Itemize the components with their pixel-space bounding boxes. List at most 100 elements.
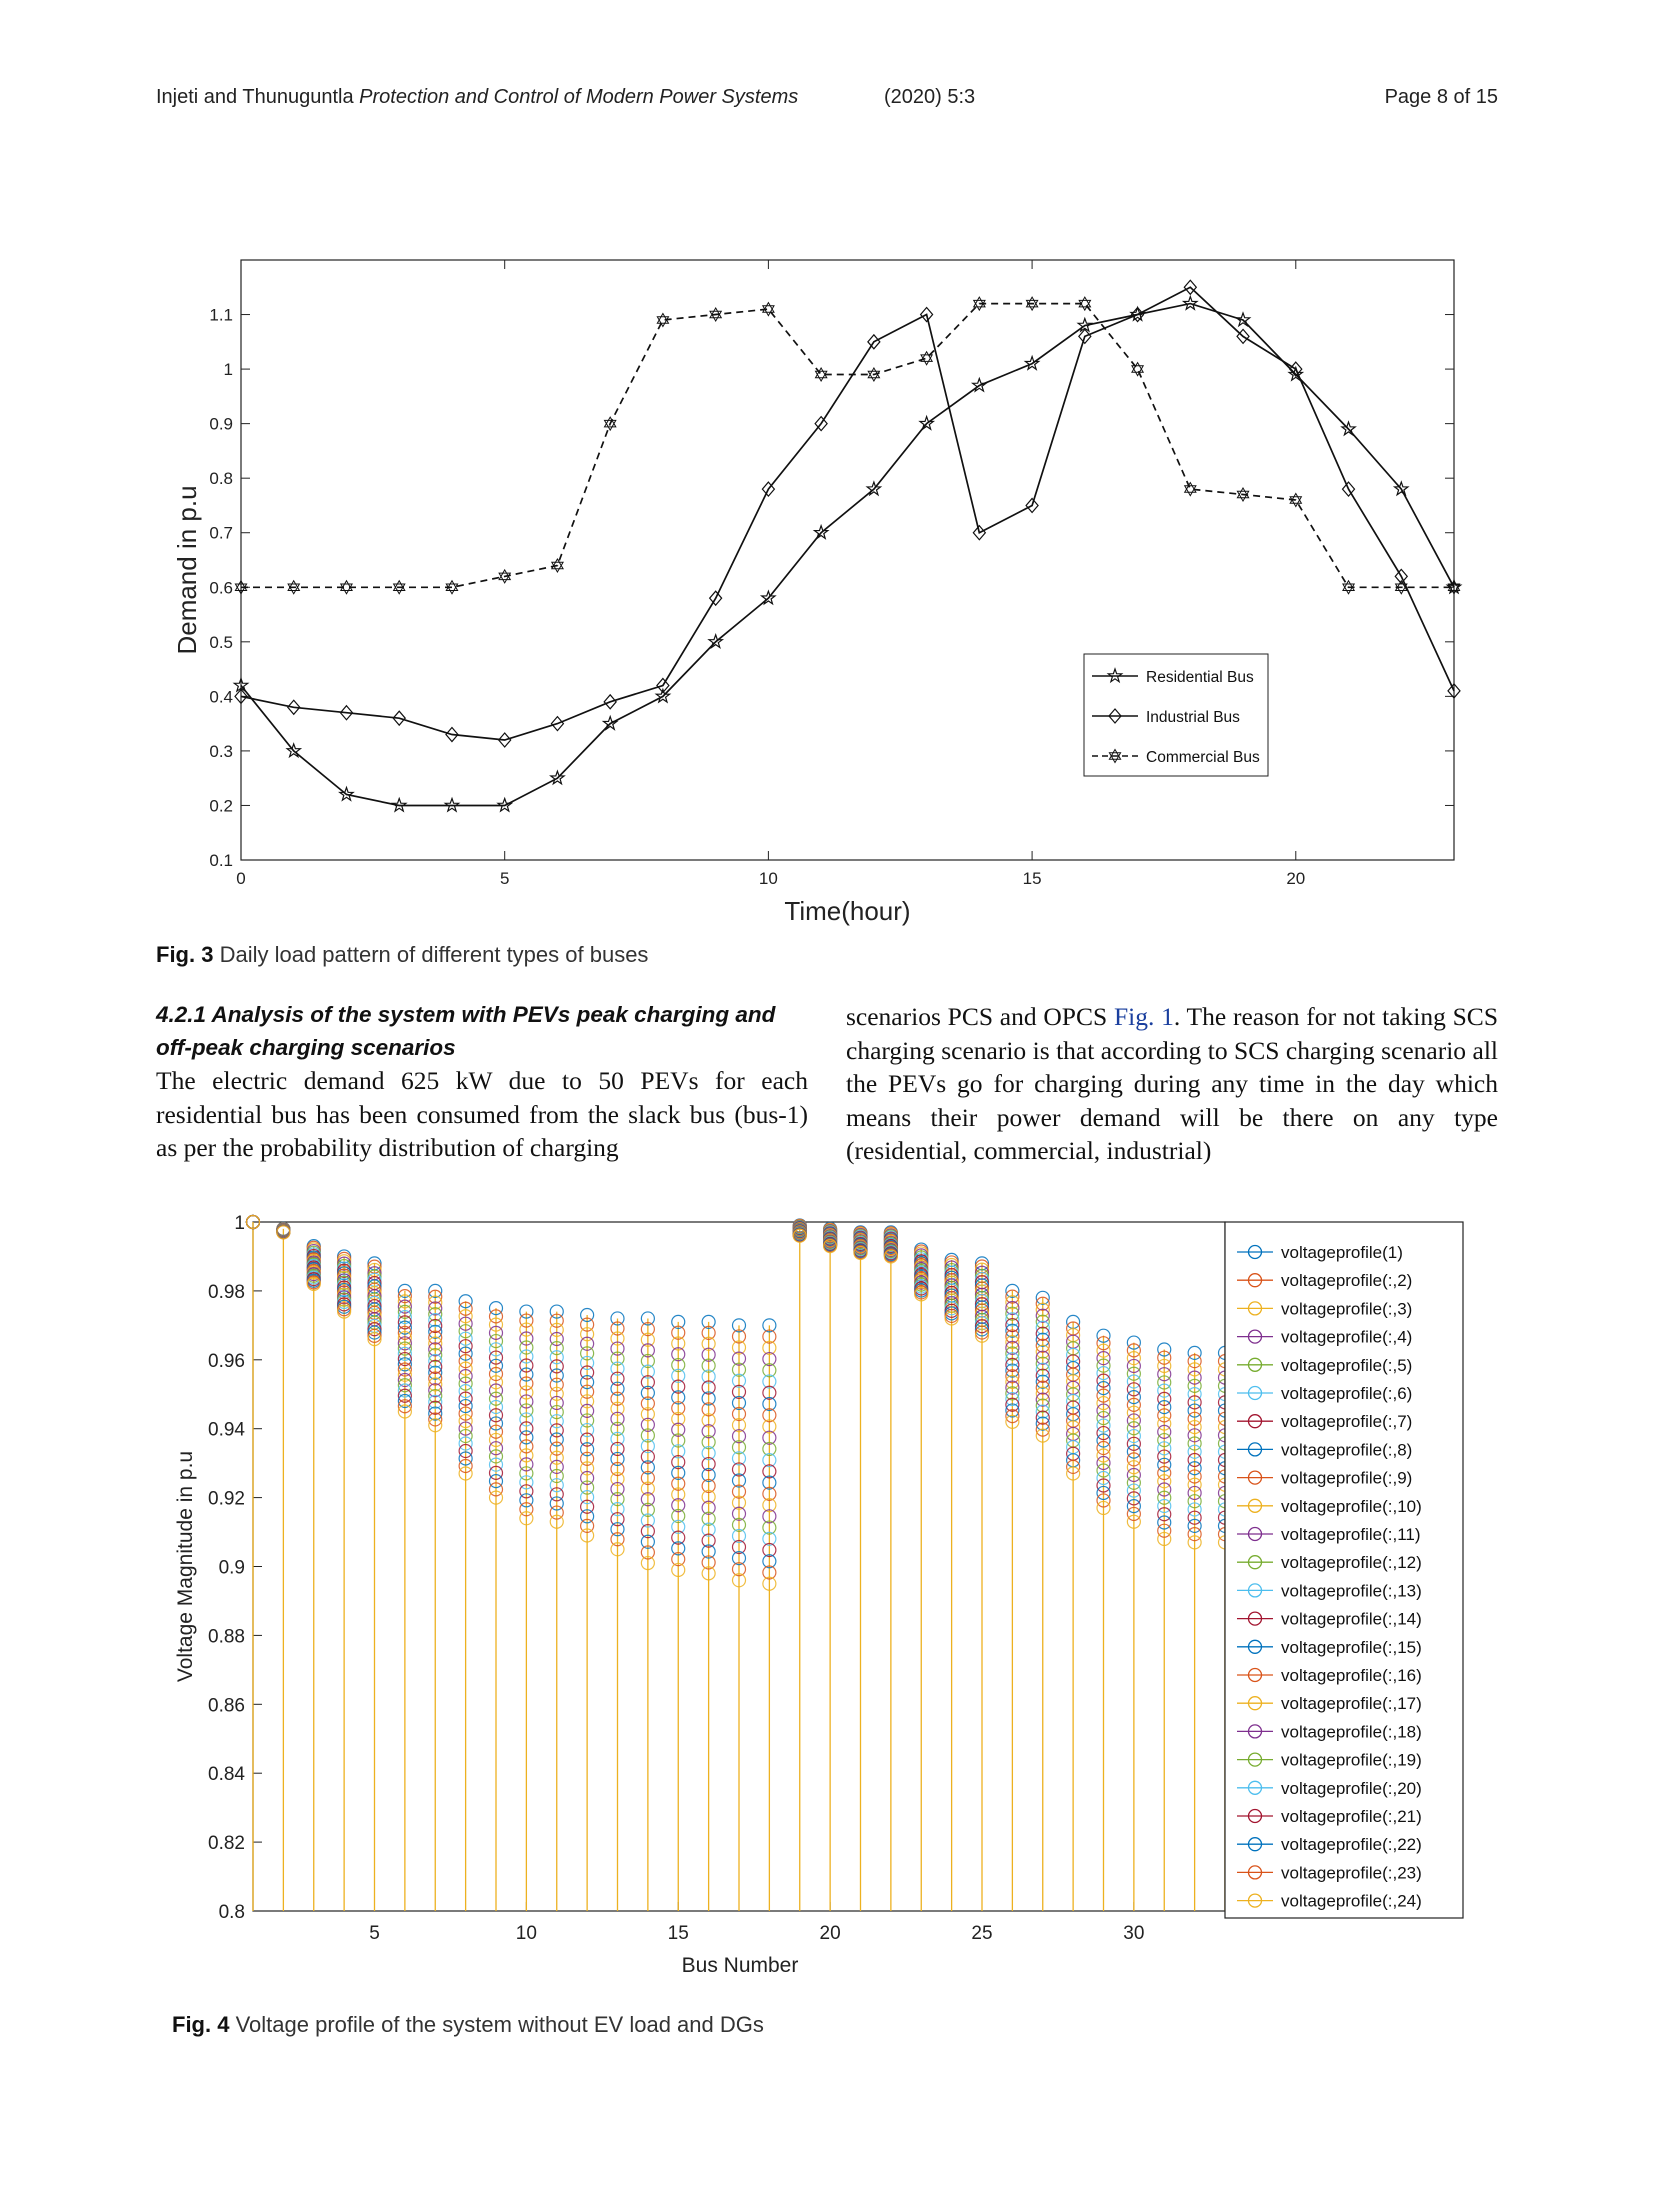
data-point bbox=[397, 1283, 412, 1299]
legend-entry: voltageprofile(:,16) bbox=[1281, 1666, 1422, 1685]
data-point bbox=[919, 306, 934, 323]
data-point bbox=[1187, 1477, 1202, 1492]
legend-entry: Commercial Bus bbox=[1146, 749, 1260, 766]
data-point bbox=[671, 1314, 686, 1330]
data-point bbox=[731, 1573, 747, 1588]
data-point bbox=[458, 1354, 473, 1369]
data-point bbox=[1183, 279, 1198, 296]
series-commercial-bus bbox=[234, 296, 1461, 595]
data-point bbox=[428, 1348, 443, 1363]
data-point bbox=[1025, 296, 1039, 312]
data-point bbox=[1157, 1408, 1172, 1423]
data-point bbox=[1157, 1342, 1172, 1357]
data-point bbox=[1005, 1409, 1020, 1424]
data-point bbox=[792, 1228, 807, 1243]
data-point bbox=[1005, 1283, 1020, 1299]
data-point bbox=[397, 1351, 412, 1367]
legend-marker bbox=[1108, 708, 1122, 724]
data-point bbox=[610, 1461, 625, 1477]
data-point bbox=[339, 579, 353, 595]
data-point bbox=[488, 1490, 504, 1505]
data-point bbox=[610, 1522, 625, 1537]
legend-marker bbox=[1247, 1329, 1263, 1344]
data-point bbox=[814, 366, 828, 382]
data-point bbox=[519, 1304, 534, 1319]
legend-marker bbox=[1247, 1611, 1263, 1626]
data-point bbox=[671, 1498, 686, 1513]
data-point bbox=[1187, 1403, 1202, 1418]
data-point bbox=[458, 1376, 473, 1391]
data-point bbox=[610, 1542, 625, 1557]
data-point bbox=[814, 415, 828, 432]
legend-entry: voltageprofile(:,21) bbox=[1281, 1807, 1422, 1826]
data-point bbox=[731, 1318, 747, 1333]
data-point bbox=[458, 1413, 473, 1429]
data-point bbox=[458, 1391, 473, 1406]
data-point bbox=[397, 1393, 412, 1409]
x-tick-label: 15 bbox=[1023, 869, 1042, 888]
data-point bbox=[1035, 1308, 1050, 1323]
data-point bbox=[1187, 1428, 1202, 1443]
data-point bbox=[762, 1464, 777, 1479]
data-point bbox=[549, 1478, 564, 1493]
data-point bbox=[367, 1328, 382, 1343]
data-point bbox=[867, 333, 881, 350]
data-point bbox=[306, 1276, 321, 1292]
data-point bbox=[488, 1416, 504, 1431]
data-point bbox=[428, 1330, 443, 1345]
series-voltageprofile-23 bbox=[245, 1214, 1233, 1580]
data-point bbox=[1005, 1374, 1020, 1390]
y-tick-label: 0.6 bbox=[209, 578, 233, 597]
legend-entry: voltageprofile(:,6) bbox=[1281, 1384, 1412, 1403]
data-point bbox=[1096, 1493, 1111, 1508]
y-tick-label: 0.88 bbox=[208, 1626, 245, 1647]
data-point bbox=[488, 1424, 504, 1439]
legend-entry: voltageprofile(:,15) bbox=[1281, 1638, 1422, 1657]
data-point bbox=[1035, 1344, 1050, 1359]
data-point bbox=[1005, 1380, 1020, 1395]
data-point bbox=[762, 1329, 777, 1344]
data-point bbox=[488, 1399, 504, 1415]
data-point bbox=[367, 1332, 382, 1347]
data-point bbox=[1035, 1296, 1050, 1311]
data-point bbox=[1187, 1518, 1202, 1534]
data-point bbox=[1076, 316, 1094, 333]
data-point bbox=[671, 1552, 686, 1567]
data-point bbox=[339, 704, 354, 721]
data-point bbox=[1096, 1470, 1111, 1486]
data-point bbox=[1005, 1300, 1020, 1316]
data-point bbox=[397, 1367, 412, 1382]
data-point bbox=[1035, 1368, 1050, 1383]
data-point bbox=[1157, 1523, 1172, 1538]
legend-marker bbox=[1106, 667, 1124, 684]
data-point bbox=[580, 1317, 595, 1332]
data-point bbox=[640, 1396, 655, 1411]
data-point bbox=[1096, 1440, 1111, 1456]
data-point bbox=[276, 1225, 291, 1240]
section-heading: 4.2.1 Analysis of the system with PEVs p… bbox=[156, 1002, 776, 1060]
x-tick-label: 20 bbox=[820, 1923, 841, 1944]
data-point bbox=[428, 1365, 443, 1380]
legend-entry: voltageprofile(:,24) bbox=[1281, 1892, 1422, 1911]
figure-1-link[interactable]: Fig. 1 bbox=[1113, 1002, 1174, 1031]
voltage-markers bbox=[245, 1214, 1233, 1591]
data-point bbox=[671, 1487, 686, 1502]
data-point bbox=[397, 1357, 412, 1372]
paragraph-right: scenarios PCS and OPCS Fig. 1. The reaso… bbox=[846, 1000, 1498, 1168]
data-point bbox=[601, 714, 619, 731]
data-point bbox=[580, 1499, 595, 1514]
data-point bbox=[1035, 1404, 1050, 1419]
data-point bbox=[1005, 1386, 1020, 1401]
legend-entry: Residential Bus bbox=[1146, 669, 1254, 686]
legend-marker bbox=[1247, 1414, 1263, 1429]
data-point bbox=[671, 1433, 686, 1448]
data-point bbox=[549, 1487, 564, 1502]
data-point bbox=[519, 1493, 534, 1508]
data-point bbox=[519, 1439, 534, 1454]
data-point bbox=[428, 1318, 443, 1334]
data-point bbox=[1035, 1338, 1050, 1353]
data-point bbox=[610, 1341, 625, 1356]
data-point bbox=[580, 1327, 595, 1342]
data-point bbox=[610, 1491, 625, 1507]
data-point bbox=[671, 1325, 686, 1340]
